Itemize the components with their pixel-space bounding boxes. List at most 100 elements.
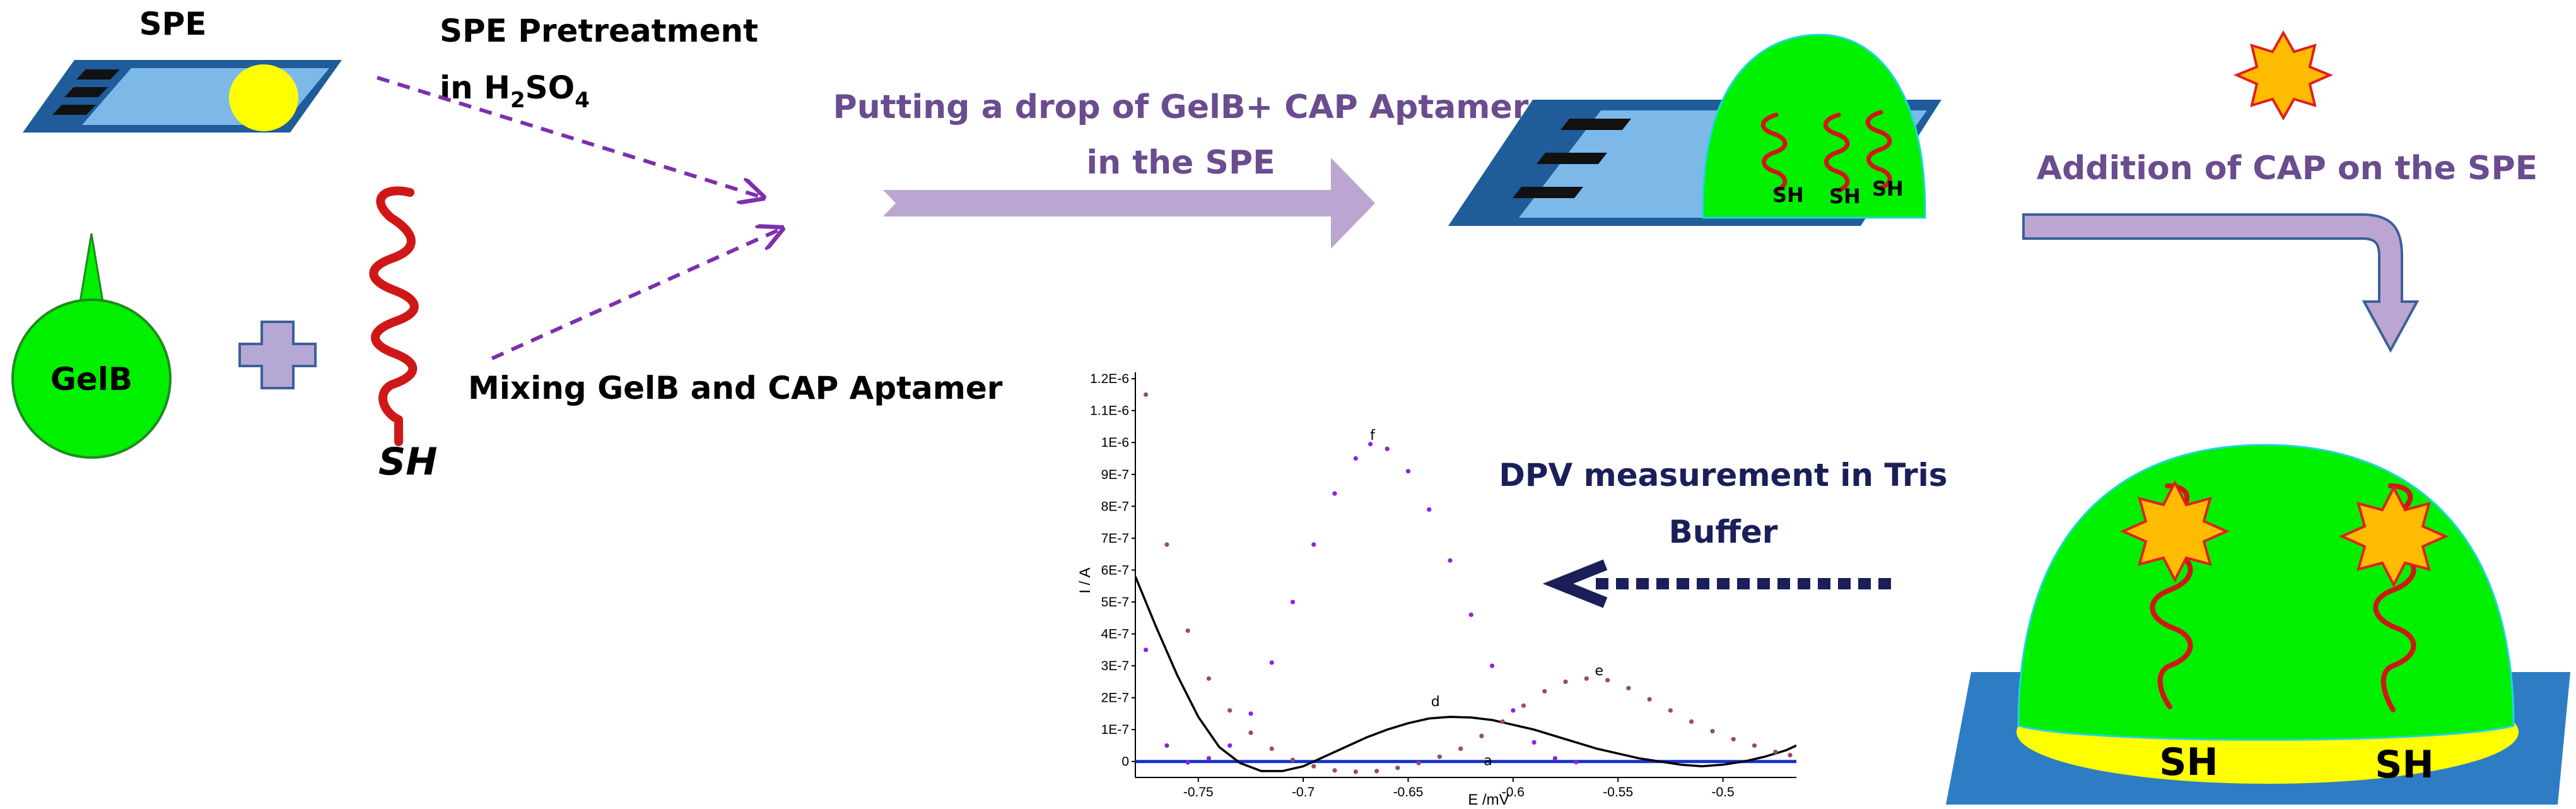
chart-point-f bbox=[1531, 740, 1537, 745]
chart-point-e bbox=[1185, 628, 1190, 634]
gel-sh-label-3: SH bbox=[1872, 177, 1904, 201]
chart-point-f bbox=[1206, 756, 1212, 761]
chart-x-tick-label: -0.6 bbox=[1502, 785, 1525, 800]
chart-point-e bbox=[1437, 754, 1443, 759]
gelb-label: GelB bbox=[50, 361, 132, 398]
chart-point-e bbox=[1752, 743, 1757, 748]
chart-y-tick-label: 0 bbox=[1121, 755, 1129, 769]
aptamer-strand-icon bbox=[369, 186, 419, 446]
sensor-with-cap-icon bbox=[1946, 444, 2570, 805]
chart-series-label-e: e bbox=[1595, 663, 1603, 679]
pretreatment-line2: in H2SO4 bbox=[440, 69, 590, 113]
chart-series-label-f: f bbox=[1370, 428, 1376, 444]
chart-point-e bbox=[1248, 730, 1253, 735]
mixing-label: Mixing GelB and CAP Aptamer bbox=[468, 370, 1003, 406]
chart-point-e bbox=[1416, 760, 1421, 765]
chart-x-tick-label: -0.55 bbox=[1603, 785, 1633, 800]
chart-point-f bbox=[1332, 491, 1337, 496]
chart-point-e bbox=[1626, 685, 1631, 691]
chart-series-e bbox=[1144, 392, 1793, 774]
dpv-label-line1: DPV measurement in Tris bbox=[1499, 457, 1947, 493]
chart-point-f bbox=[1311, 542, 1316, 547]
chart-series-f bbox=[1144, 442, 1579, 765]
sensor-sh-label-1: SH bbox=[2159, 740, 2218, 784]
chart-point-f bbox=[1427, 507, 1432, 512]
chart-point-e bbox=[1563, 679, 1568, 684]
chart-point-f bbox=[1552, 756, 1557, 761]
chart-point-e bbox=[1374, 769, 1379, 774]
cap-star-icon bbox=[2233, 30, 2334, 121]
pretreatment-line1: SPE Pretreatment bbox=[440, 13, 758, 49]
chart-point-f bbox=[1468, 612, 1473, 617]
chart-point-f bbox=[1185, 760, 1190, 765]
electrode-with-gel-icon bbox=[1448, 33, 1941, 226]
chart-point-f bbox=[1144, 647, 1149, 653]
aptamer-sh-label: SH bbox=[378, 440, 437, 484]
chart-series: a d e f bbox=[1135, 392, 1796, 774]
gel-sh-label-1: SH bbox=[1772, 183, 1804, 207]
chart-y-tick-label: 9E-7 bbox=[1101, 468, 1129, 482]
chart-point-f bbox=[1511, 708, 1516, 713]
chart-x-axis-label: E /mV bbox=[1468, 791, 1509, 808]
chart-point-f bbox=[1368, 442, 1373, 447]
dashed-arrow-from-spe bbox=[377, 76, 763, 198]
chart-y-tick-label: 1.1E-6 bbox=[1090, 404, 1129, 418]
chart-point-e bbox=[1479, 733, 1484, 738]
dpv-arrowhead-icon bbox=[1542, 559, 1608, 608]
chart-point-e bbox=[1500, 719, 1505, 724]
chart-point-e bbox=[1395, 765, 1400, 771]
plus-icon bbox=[238, 321, 317, 389]
gelb-drop-icon bbox=[11, 233, 172, 459]
chart-point-e bbox=[1164, 542, 1169, 547]
dpv-label-line2: Buffer bbox=[1669, 514, 1778, 550]
chart-point-e bbox=[1668, 708, 1673, 713]
chart-y-tick-label: 1E-7 bbox=[1101, 723, 1129, 737]
chart-point-f bbox=[1164, 743, 1169, 748]
chart-x-tick-label: -0.65 bbox=[1393, 785, 1424, 800]
chart-point-f bbox=[1448, 558, 1453, 563]
chart-y-tick-label: 2E-7 bbox=[1101, 691, 1129, 706]
chart-point-f bbox=[1385, 446, 1390, 451]
chart-y-tick-label: 6E-7 bbox=[1101, 563, 1129, 577]
chart-point-e bbox=[1542, 688, 1547, 694]
big-right-arrow-icon bbox=[883, 158, 1375, 249]
gel-sh-label-2: SH bbox=[1829, 184, 1861, 208]
chart-point-e bbox=[1332, 768, 1337, 773]
chart-y-tick-label: 3E-7 bbox=[1101, 659, 1129, 673]
chart-point-e bbox=[1689, 719, 1694, 724]
chart-point-e bbox=[1773, 749, 1778, 755]
drop-label-line2: in the SPE bbox=[1086, 144, 1275, 182]
addition-label: Addition of CAP on the SPE bbox=[2037, 150, 2538, 187]
spe-label: SPE bbox=[139, 6, 207, 42]
chart-point-e bbox=[1788, 753, 1793, 758]
spe-electrode-icon bbox=[23, 60, 342, 133]
chart-point-e bbox=[1731, 736, 1736, 741]
chart-y-tick-label: 4E-7 bbox=[1101, 627, 1129, 642]
chart-point-e bbox=[1605, 678, 1610, 683]
chart-point-f bbox=[1269, 660, 1274, 665]
chart-series-d bbox=[1135, 576, 1796, 772]
chart-point-e bbox=[1144, 392, 1149, 397]
chart-point-e bbox=[1311, 764, 1316, 769]
chart-axes: 0 1E-7 2E-7 3E-7 4E-7 5E-7 6E-7 7E-7 8E-7 9E-7 1E-… bbox=[1090, 372, 1796, 800]
chart-point-f bbox=[1290, 599, 1296, 605]
drop-label-line1: Putting a drop of GelB+ CAP Aptamer bbox=[833, 88, 1529, 126]
chart-y-tick-label: 8E-7 bbox=[1101, 499, 1129, 514]
chart-point-f bbox=[1248, 711, 1253, 716]
chart-point-e bbox=[1206, 676, 1212, 681]
chart-point-e bbox=[1269, 746, 1274, 752]
chart-point-f bbox=[1405, 469, 1411, 474]
bent-down-arrow-icon bbox=[2022, 213, 2420, 353]
chart-point-e bbox=[1584, 676, 1589, 681]
chart-point-f bbox=[1353, 456, 1358, 461]
chart-series-label-a: a bbox=[1484, 753, 1492, 769]
chart-point-e bbox=[1458, 746, 1463, 752]
chart-x-tick-label: -0.7 bbox=[1292, 785, 1314, 800]
sensor-sh-label-2: SH bbox=[2375, 743, 2433, 787]
chart-y-axis-label: I / A bbox=[1077, 567, 1094, 593]
dpv-chart: 0 1E-7 2E-7 3E-7 4E-7 5E-7 6E-7 7E-7 8E-7 9E-7 1E-… bbox=[1077, 372, 1796, 808]
chart-point-e bbox=[1353, 769, 1358, 774]
chart-point-e bbox=[1521, 703, 1526, 708]
chart-point-e bbox=[1647, 697, 1652, 702]
